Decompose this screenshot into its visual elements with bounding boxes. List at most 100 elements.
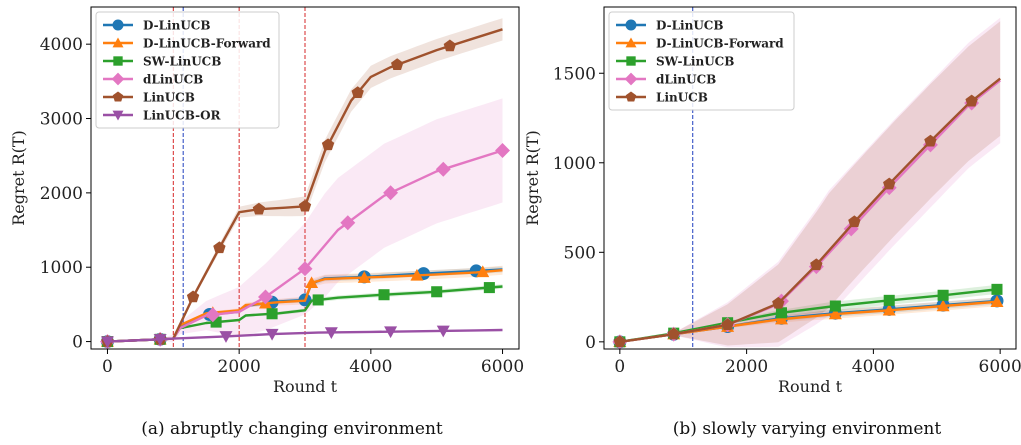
data-point-2-6 <box>937 289 949 301</box>
data-point-5-1 <box>153 334 167 346</box>
legend: D-LinUCB D-LinUCB-Forward SW-LinUCB dLinUCB… <box>608 11 795 111</box>
data-point-4-7 <box>924 134 937 147</box>
data-point-4-6 <box>883 177 896 190</box>
x-tick-label: 6000 <box>481 357 524 377</box>
data-point-3-4 <box>297 261 313 277</box>
data-point-5-5 <box>384 326 398 339</box>
y-axis-label: Regret R(T) <box>523 130 542 226</box>
panel-caption: (a) abruptly changing environment <box>141 419 443 439</box>
legend-marker <box>112 37 124 48</box>
y-tick-label: 500 <box>564 243 596 263</box>
data-point-2-3 <box>266 308 278 320</box>
data-point-4-3 <box>772 296 785 309</box>
x-tick-label: 6000 <box>979 357 1021 377</box>
legend: D-LinUCB D-LinUCB-Forward SW-LinUCB dLinUCB… <box>95 11 280 129</box>
y-tick-label: 1000 <box>40 258 83 278</box>
data-point-4-8 <box>391 58 404 71</box>
data-point-2-3 <box>775 307 788 319</box>
confidence-band-3 <box>107 98 503 343</box>
data-point-2-5 <box>378 289 390 301</box>
y-tick-label: 0 <box>585 333 596 353</box>
data-point-5-6 <box>436 325 450 338</box>
axes-frame <box>603 6 1017 350</box>
legend-label: dLinUCB <box>143 73 203 87</box>
legend-marker <box>112 19 124 31</box>
x-axis-label: Round t <box>778 377 843 396</box>
legend-label: D-LinUCB-Forward <box>143 37 271 51</box>
legend-label: D-LinUCB-Forward <box>656 37 784 51</box>
data-point-2-7 <box>483 282 495 294</box>
legend-label: dLinUCB <box>656 73 716 87</box>
data-point-2-4 <box>312 294 324 306</box>
data-point-5-4 <box>324 327 338 339</box>
data-point-4-6 <box>321 138 335 151</box>
legend-marker <box>625 37 637 48</box>
data-point-2-5 <box>883 294 895 306</box>
confidence-band-4 <box>619 21 1001 346</box>
data-point-3-3 <box>258 289 273 305</box>
legend-marker <box>112 110 124 121</box>
y-tick-label: 0 <box>72 333 83 353</box>
series-line-5 <box>107 328 503 343</box>
axes-frame <box>90 6 520 350</box>
y-tick-label: 3000 <box>40 110 83 130</box>
data-point-1-6 <box>410 268 424 281</box>
data-point-1-5 <box>882 303 896 316</box>
data-point-1-4 <box>828 307 842 320</box>
data-point-1-4 <box>305 276 319 289</box>
data-point-2-6 <box>431 286 443 298</box>
plot-area <box>612 7 1004 349</box>
data-point-4-3 <box>213 241 226 254</box>
y-tick-label: 4000 <box>40 35 83 55</box>
legend-label: SW-LinUCB <box>143 55 221 69</box>
confidence-band-4 <box>107 18 503 342</box>
x-tick-label: 4000 <box>852 357 895 377</box>
data-point-4-5 <box>298 199 312 212</box>
legend-box <box>95 11 280 129</box>
legend-label: D-LinUCB <box>656 19 724 33</box>
data-point-4-4 <box>252 202 266 215</box>
data-point-4-4 <box>810 258 823 271</box>
legend-marker <box>624 72 638 86</box>
data-point-5-0 <box>100 336 114 349</box>
y-tick-label: 1500 <box>553 64 596 84</box>
chart-panel-2: 0 2000 4000 6000 0 500 1000 1500 Round t Regret R… <box>523 6 1021 439</box>
x-tick-label: 4000 <box>349 357 392 377</box>
data-point-4-8 <box>965 94 978 107</box>
confidence-band-3 <box>619 17 1001 348</box>
data-point-2-4 <box>829 300 841 312</box>
plot-area <box>99 7 511 349</box>
data-point-5-3 <box>265 328 279 341</box>
data-point-5-2 <box>219 331 233 343</box>
data-point-1-7 <box>990 295 1004 307</box>
x-tick-label: 0 <box>102 357 113 377</box>
legend-marker <box>625 91 637 102</box>
legend-marker <box>111 72 125 86</box>
series-line-4 <box>107 28 503 343</box>
panel-caption: (b) slowly varying environment <box>673 419 942 439</box>
y-tick-label: 1000 <box>553 154 596 174</box>
legend-marker <box>112 91 124 102</box>
data-point-1-7 <box>476 265 490 278</box>
data-point-1-6 <box>936 299 950 312</box>
legend-marker <box>113 56 123 66</box>
data-point-4-1 <box>667 327 680 340</box>
data-point-3-5 <box>340 215 356 231</box>
data-point-3-6 <box>383 185 399 201</box>
legend-label: SW-LinUCB <box>656 55 734 69</box>
data-point-4-7 <box>351 86 364 99</box>
data-point-1-5 <box>357 271 371 283</box>
data-point-1-3 <box>774 312 788 325</box>
legend-label: D-LinUCB <box>143 19 211 33</box>
legend-label: LinUCB-OR <box>143 109 222 123</box>
y-tick-label: 2000 <box>40 184 83 204</box>
data-point-2-7 <box>991 283 1003 295</box>
data-point-4-2 <box>186 290 200 303</box>
legend-label: LinUCB <box>143 91 195 105</box>
data-point-3-2 <box>205 307 221 323</box>
data-point-3-7 <box>435 161 451 177</box>
data-point-4-9 <box>443 39 457 52</box>
data-point-3-8 <box>495 143 511 158</box>
series-line-4 <box>619 77 1001 343</box>
